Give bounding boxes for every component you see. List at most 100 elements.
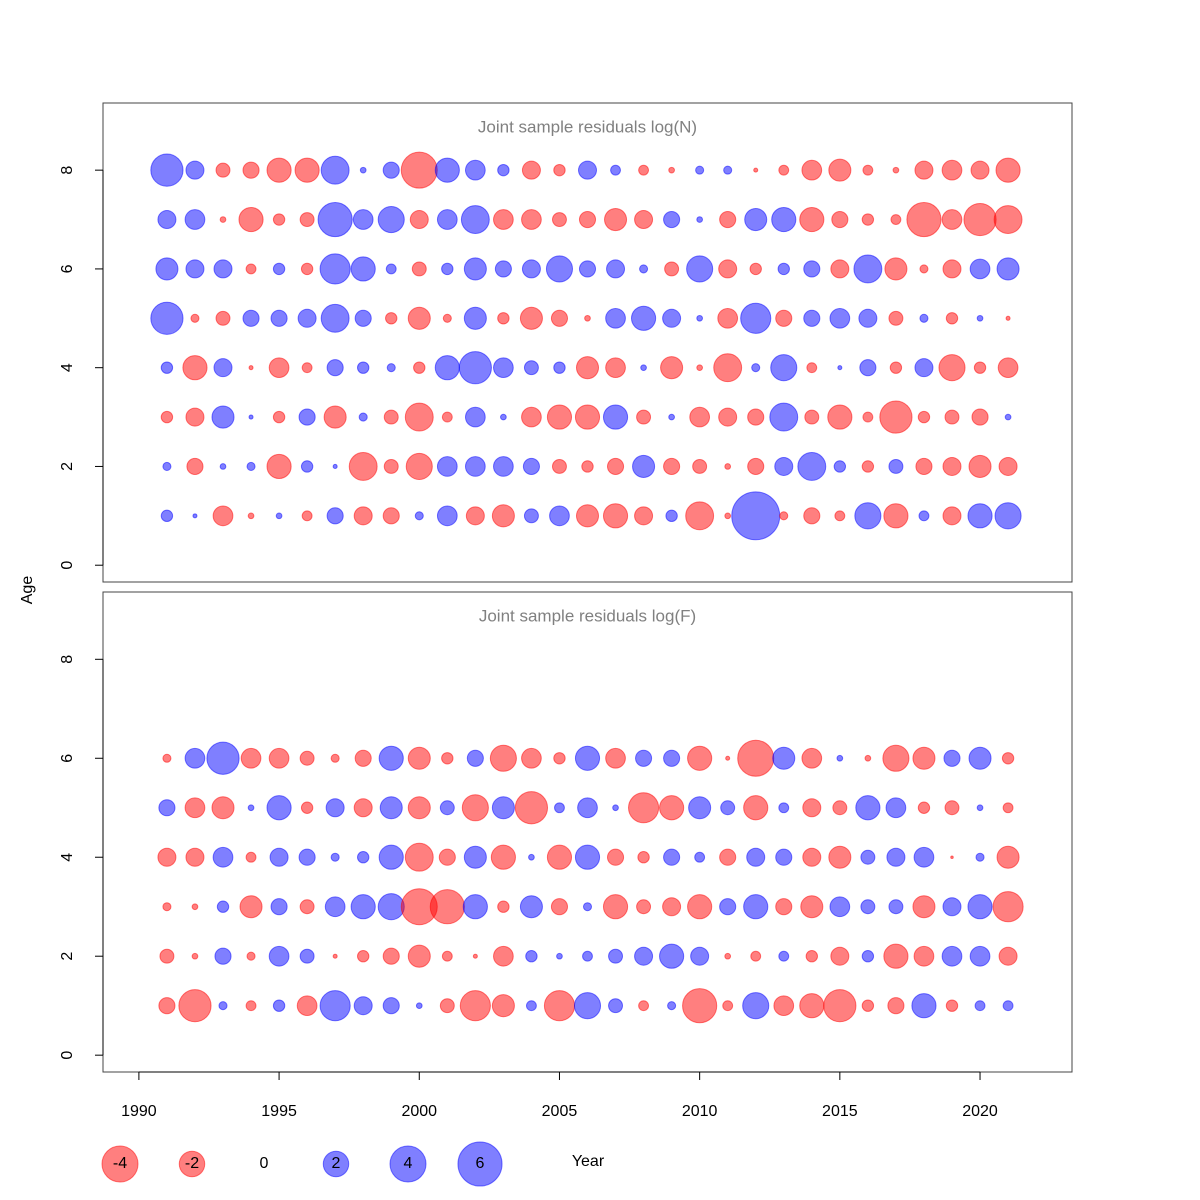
bubble <box>602 894 629 920</box>
bubble <box>299 899 315 915</box>
bubble <box>298 408 316 426</box>
bubble <box>491 796 515 820</box>
bubble <box>628 792 660 824</box>
bubble <box>246 951 256 961</box>
bubble <box>833 460 847 473</box>
bubble <box>472 953 478 959</box>
bubble <box>216 900 230 913</box>
bubble <box>330 852 340 862</box>
bubble <box>608 948 624 964</box>
bubble <box>892 166 900 174</box>
bubble <box>248 365 254 371</box>
bubble <box>214 947 232 965</box>
bubble <box>268 945 290 967</box>
bubble <box>463 845 487 869</box>
bubble <box>332 463 338 469</box>
bubble <box>692 458 708 474</box>
bubble <box>464 456 486 477</box>
bubble <box>354 309 372 327</box>
bubble <box>266 795 292 821</box>
bubble <box>382 997 400 1015</box>
bubble <box>324 896 346 918</box>
bubble <box>690 946 710 966</box>
bubble <box>160 361 174 374</box>
legend-label: -2 <box>185 1155 199 1172</box>
bubble <box>968 454 992 478</box>
y-tick-label: 4 <box>59 853 76 862</box>
bubble <box>888 458 904 474</box>
bubble <box>743 894 769 920</box>
bubble <box>602 503 629 529</box>
x-tick-label: 2000 <box>401 1103 437 1120</box>
bubble <box>497 312 510 325</box>
bubble <box>913 945 935 967</box>
bubble <box>382 161 400 179</box>
bubble <box>553 163 566 177</box>
bubble <box>411 261 427 277</box>
bubble <box>242 309 260 327</box>
bubble <box>266 157 292 183</box>
bubble <box>383 458 399 474</box>
bubble <box>890 214 902 225</box>
bubble <box>162 753 172 763</box>
bubble <box>442 313 452 323</box>
bubble <box>272 262 286 276</box>
y-tick-label: 8 <box>59 655 76 664</box>
bubble <box>514 791 549 825</box>
bubble <box>862 411 874 423</box>
bubble <box>827 404 853 430</box>
bubble <box>915 457 933 475</box>
legend-bubble <box>322 1150 350 1178</box>
bubble <box>213 259 233 279</box>
bubble <box>744 208 768 232</box>
y-tick-label: 0 <box>59 561 76 570</box>
legend-bubble <box>178 1150 206 1178</box>
bubble <box>859 359 877 377</box>
bubble <box>973 361 987 374</box>
bubble <box>884 257 908 281</box>
bubble <box>582 902 593 912</box>
bubble <box>919 313 929 323</box>
bubble <box>779 511 789 521</box>
bubble <box>500 413 507 421</box>
bubble <box>462 894 488 920</box>
bubble <box>185 259 205 279</box>
bubble <box>606 259 626 279</box>
bubble <box>330 753 340 763</box>
legend-label: 4 <box>404 1155 413 1172</box>
bubble <box>436 456 458 477</box>
bubble <box>521 747 542 769</box>
bubble <box>889 361 903 374</box>
bubble <box>519 306 543 330</box>
bubble <box>348 452 378 481</box>
bubble <box>967 894 993 920</box>
bubble <box>725 755 731 761</box>
bubble <box>640 364 647 372</box>
bubble <box>632 454 656 478</box>
x-tick-label: 1990 <box>121 1103 157 1120</box>
bubble <box>550 898 569 916</box>
bubble <box>718 259 738 279</box>
bubble <box>350 894 376 920</box>
x-tick-label: 2005 <box>542 1103 578 1120</box>
bubble <box>806 362 818 374</box>
bubble <box>325 798 345 818</box>
bubble <box>268 747 290 769</box>
bubble <box>245 851 257 863</box>
bubble <box>945 999 959 1012</box>
bubble <box>832 800 848 816</box>
bubble <box>772 746 796 770</box>
bubble <box>494 260 512 278</box>
bubble <box>854 502 882 530</box>
bubble <box>997 357 1019 379</box>
bubble <box>383 409 399 425</box>
bubble <box>248 414 254 420</box>
bubble <box>823 989 857 1023</box>
bubble <box>719 898 737 916</box>
bubble <box>742 992 770 1020</box>
bubble <box>523 360 539 376</box>
bubble <box>777 262 790 276</box>
bubble <box>995 157 1021 183</box>
bubble <box>400 151 438 189</box>
bubble <box>969 945 991 967</box>
